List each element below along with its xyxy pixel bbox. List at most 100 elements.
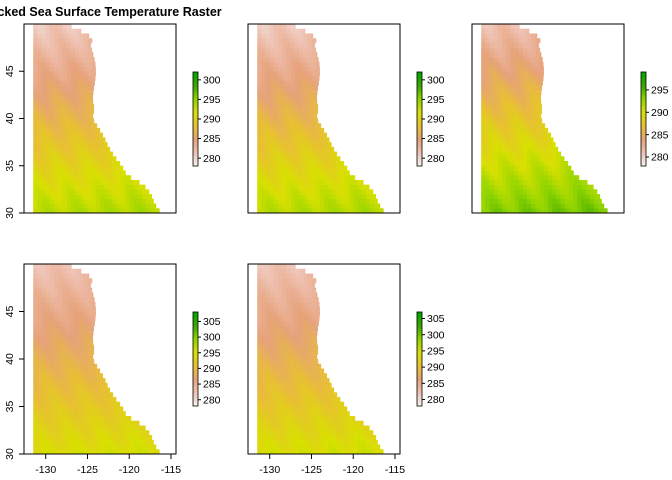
raster-cell [75,67,79,72]
raster-cell [125,194,129,199]
raster-cell [37,411,41,416]
raster-cell [37,185,41,190]
raster-cell [303,297,307,302]
raster-cell [62,274,66,279]
raster-cell [291,175,295,180]
raster-cell [54,326,58,331]
raster-cell [46,369,50,374]
legend-swatch [417,401,422,404]
raster-cell [531,104,535,109]
raster-cell [569,189,573,194]
raster-cell [311,359,315,364]
raster-cell [316,378,320,383]
raster-cell [266,142,270,147]
raster-cell [320,388,324,393]
raster-cell [266,152,270,157]
legend-swatch [417,338,422,341]
raster-cell [71,52,75,57]
raster-cell [37,119,41,124]
raster-cell [33,312,37,317]
raster-cell [366,435,370,440]
raster-cell [261,67,265,72]
raster-cell [83,335,87,340]
raster-cell [266,170,270,175]
raster-cell [540,100,542,105]
raster-cell [523,166,527,171]
raster-cell [87,71,91,76]
raster-cell [324,204,328,209]
raster-cell [75,369,79,374]
raster-cell [523,29,527,34]
raster-cell [307,373,311,378]
raster-cell [494,67,498,72]
raster-cell [299,416,303,421]
raster-cell [510,147,514,152]
raster-cell [527,43,531,48]
legend-swatch [193,91,198,94]
raster-cell [320,440,324,445]
raster-cell [295,383,299,388]
x-tick-label: -115 [161,464,181,476]
raster-cell [270,189,274,194]
raster-cell [328,147,332,152]
raster-cell [261,85,265,90]
legend-swatch [417,154,422,157]
raster-cell [291,142,295,147]
raster-cell [307,407,311,412]
legend-swatch [417,373,422,376]
raster-cell [79,166,83,171]
raster-cell [266,175,270,180]
raster-cell [278,302,282,307]
raster-cell [515,133,519,138]
raster-cell [46,29,50,34]
raster-cell [535,194,539,199]
raster-cell [125,189,129,194]
raster-cell [552,166,556,171]
raster-cell [552,204,556,209]
raster-cell [286,29,290,34]
raster-cell [577,180,581,185]
raster-cell [67,90,71,95]
raster-cell [299,345,303,350]
raster-cell [278,109,282,114]
raster-cell [544,194,548,199]
raster-cell [79,119,83,124]
raster-cell [490,104,494,109]
raster-cell [67,71,71,76]
raster-cell [569,166,571,171]
raster-cell [83,128,87,133]
raster-cell [46,288,50,293]
raster-cell [295,128,299,133]
raster-cell [46,359,50,364]
raster-cell [316,326,318,331]
legend-swatch [417,150,422,153]
raster-cell [133,204,137,209]
raster-cell [104,194,108,199]
raster-cell [71,104,75,109]
legend-swatch [417,91,422,94]
raster-cell [274,359,278,364]
raster-cell [79,397,83,402]
raster-cell [257,147,261,152]
raster-cell [75,388,79,393]
raster-cell [71,321,75,326]
raster-cell [100,407,104,412]
raster-cell [295,119,299,124]
raster-cell [75,189,79,194]
raster-cell [311,445,315,450]
raster-cell [58,52,62,57]
raster-cell [58,189,62,194]
raster-cell [87,392,91,397]
raster-cell [266,156,270,161]
raster-cell [494,152,498,157]
raster-cell [261,170,265,175]
legend-swatch [193,364,198,367]
raster-cell [270,175,274,180]
raster-cell [42,189,46,194]
raster-cell [291,185,295,190]
raster-cell [282,369,286,374]
raster-cell [311,421,315,426]
raster-cell [299,378,303,383]
raster-cell [92,440,96,445]
raster-cell [311,194,315,199]
